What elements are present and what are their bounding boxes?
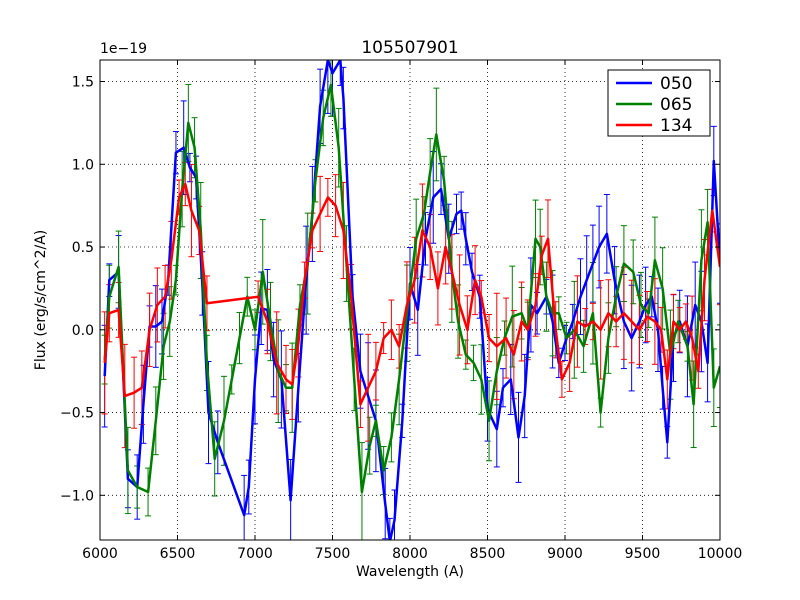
- y-tick-label: −0.5: [60, 406, 94, 422]
- y-axis-offset-label: 1e−19: [100, 41, 147, 57]
- series-line-065: [103, 83, 720, 494]
- y-tick-label: −1.0: [60, 488, 94, 504]
- x-tick-label: 8000: [392, 546, 428, 562]
- chart-title: 105507901: [361, 38, 458, 58]
- y-axis-label: Flux (erg/s/cm^2/A): [33, 230, 49, 370]
- legend-label-134: 134: [660, 116, 692, 136]
- x-tick-label: 10000: [698, 546, 743, 562]
- y-tick-label: 1.5: [72, 75, 94, 91]
- legend-label-065: 065: [660, 95, 692, 115]
- x-axis-label: Wavelength (A): [356, 564, 464, 580]
- x-tick-label: 7000: [237, 546, 273, 562]
- x-tick-label: 8500: [470, 546, 506, 562]
- x-tick-label: 7500: [315, 546, 351, 562]
- y-tick-label: 0.0: [72, 323, 94, 339]
- y-tick-label: 0.5: [72, 240, 94, 256]
- series-group: [101, 60, 720, 540]
- x-tick-label: 9000: [547, 546, 583, 562]
- x-tick-label: 6500: [160, 546, 196, 562]
- x-tick-label: 6000: [82, 546, 118, 562]
- axis-ticks: 6000 6500 7000 7500 8000 8500 9000 9500 10000 −1.…: [60, 60, 742, 562]
- legend-label-050: 050: [660, 74, 692, 94]
- y-tick-label: 1.0: [72, 157, 94, 173]
- series-line-134: [103, 182, 720, 406]
- x-tick-label: 9500: [625, 546, 661, 562]
